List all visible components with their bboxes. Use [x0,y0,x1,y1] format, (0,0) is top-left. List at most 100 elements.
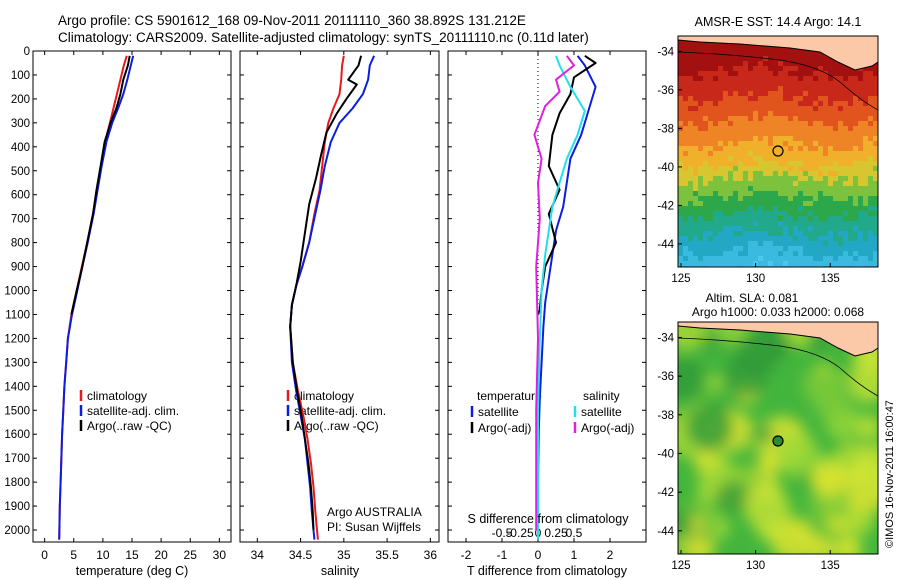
sst-cell [848,86,853,91]
sst-cell [788,211,793,216]
sst-cell [798,146,803,151]
sst-cell [783,86,788,91]
sst-cell [863,81,868,86]
sst-cell [838,161,843,166]
sst-cell [868,231,873,236]
sst-cell [718,56,723,61]
sst-cell [818,231,823,236]
sst-cell [743,106,748,111]
sst-cell [698,121,703,126]
sst-cell [823,171,828,176]
sst-cell [833,156,838,161]
sst-cell [678,51,683,56]
sst-cell [793,216,798,221]
sst-cell [703,211,708,216]
sst-cell [863,206,868,211]
sst-cell [703,106,708,111]
sst-cell [823,116,828,121]
sst-cell [763,91,768,96]
sst-cell [703,71,708,76]
sst-cell [873,236,878,241]
sst-cell [803,256,808,261]
sst-cell [713,231,718,236]
y-tick-label: 900 [11,262,30,274]
sst-cell [808,116,813,121]
sst-cell [718,221,723,226]
sst-cell [863,136,868,141]
sst-cell [713,76,718,81]
sst-cell [713,171,718,176]
sst-cell [743,71,748,76]
sst-cell [768,236,773,241]
sst-cell [823,261,828,266]
sst-cell [723,66,728,71]
sst-cell [728,71,733,76]
sst-cell [698,256,703,261]
sst-cell [773,246,778,251]
sst-cell [763,256,768,261]
sst-cell [773,181,778,186]
sst-cell [783,251,788,256]
sst-cell [763,246,768,251]
series-line [58,55,128,540]
sst-cell [753,76,758,81]
sst-cell [743,191,748,196]
sst-cell [853,136,858,141]
sst-cell [743,251,748,256]
sst-cell [698,221,703,226]
sst-cell [798,56,803,61]
sst-cell [713,91,718,96]
sst-cell [803,246,808,251]
sst-cell [808,156,813,161]
sst-cell [743,51,748,56]
sst-cell [813,186,818,191]
sst-cell [813,61,818,66]
sst-cell [723,171,728,176]
sst-cell [743,226,748,231]
sst-cell [678,131,683,136]
sst-cell [758,146,763,151]
sst-cell [803,216,808,221]
sst-cell [763,101,768,106]
sst-cell [708,136,713,141]
sst-cell [863,116,868,121]
sst-cell [728,126,733,131]
sst-cell [863,231,868,236]
sst-cell [708,61,713,66]
lat-tick-label: -36 [657,371,674,383]
sst-cell [868,106,873,111]
sst-cell [723,96,728,101]
sst-cell [683,116,688,121]
sst-cell [808,111,813,116]
sst-cell [813,251,818,256]
sst-cell [713,61,718,66]
sst-cell [718,71,723,76]
sst-cell [793,61,798,66]
sst-cell [688,61,693,66]
sla-map: Altim. SLA: 0.081 Argo h1000: 0.033 h200… [657,291,896,572]
sst-cell [848,126,853,131]
sst-cell [728,186,733,191]
sst-cell [833,126,838,131]
sst-cell [758,121,763,126]
sst-cell [683,226,688,231]
sst-cell [838,171,843,176]
sst-cell [783,241,788,246]
sst-cell [813,101,818,106]
sst-cell [733,131,738,136]
sst-cell [848,226,853,231]
sst-cell [738,71,743,76]
sst-cell [708,246,713,251]
sst-cell [718,51,723,56]
sst-cell [858,101,863,106]
sst-cell [748,181,753,186]
sst-cell [833,91,838,96]
sst-cell [733,76,738,81]
sst-cell [843,131,848,136]
sst-cell [688,201,693,206]
sst-cell [783,221,788,226]
sst-cell [758,56,763,61]
sst-cell [753,216,758,221]
x-tick-label: 15 [125,548,139,562]
sst-cell [788,61,793,66]
